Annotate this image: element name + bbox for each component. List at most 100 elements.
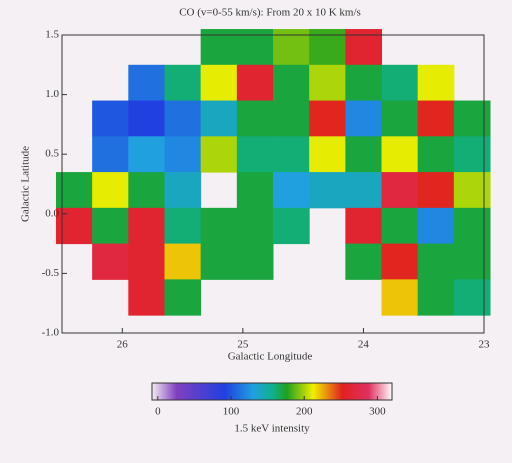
colorbar-swatch (289, 383, 291, 400)
colorbar-swatch (219, 383, 221, 400)
colorbar-swatch (307, 383, 309, 400)
colorbar-swatch (230, 383, 232, 400)
colorbar-swatch (182, 383, 184, 400)
colorbar-swatch (290, 383, 292, 400)
heat-cell (345, 64, 383, 102)
heat-cell (381, 64, 419, 102)
colorbar-swatch (174, 383, 176, 400)
colorbar-swatch (375, 383, 377, 400)
colorbar-swatch (370, 383, 372, 400)
heat-cell (453, 279, 491, 316)
colorbar-swatch (279, 383, 281, 400)
heat-cell (92, 100, 129, 137)
colorbar-swatch (286, 383, 288, 400)
heat-cell (236, 243, 274, 280)
colorbar-swatch (323, 383, 325, 400)
colorbar-swatch (226, 383, 228, 400)
heat-cell (453, 136, 491, 173)
heat-cell (273, 29, 310, 66)
colorbar-swatch (264, 383, 266, 400)
colorbar-swatch (170, 383, 172, 400)
heat-cell (381, 100, 419, 137)
colorbar-swatch (218, 383, 220, 400)
colorbar-swatch (326, 383, 328, 400)
colorbar-swatch (314, 383, 316, 400)
heat-cell (381, 172, 419, 209)
colorbar-swatch (310, 383, 312, 400)
colorbar-swatch (189, 383, 191, 400)
colorbar-swatch (387, 383, 389, 400)
colorbar-swatch (237, 383, 239, 400)
colorbar-swatch (263, 383, 265, 400)
colorbar-swatch (303, 383, 305, 400)
colorbar-swatch (185, 383, 187, 400)
colorbar-tick-label: 0 (155, 406, 161, 418)
heat-cell (381, 207, 419, 245)
colorbar-swatch (208, 383, 210, 400)
colorbar-swatch (337, 383, 339, 400)
heat-cell (200, 29, 238, 66)
heat-cell (345, 100, 383, 137)
heat-cell (417, 100, 455, 137)
colorbar-swatch (390, 383, 392, 400)
colorbar-swatch (304, 383, 306, 400)
colorbar-swatch (152, 383, 154, 400)
heat-cell (92, 136, 129, 173)
heat-cell (92, 243, 129, 280)
colorbar-swatch (176, 383, 178, 400)
colorbar-swatch (253, 383, 255, 400)
colorbar-swatch (313, 383, 315, 400)
heat-cell (273, 207, 310, 245)
heat-cell (164, 172, 202, 209)
colorbar-swatch (193, 383, 195, 400)
heat-cell (200, 64, 238, 102)
heat-cell (236, 172, 274, 209)
colorbar-swatch (207, 383, 209, 400)
colorbar-swatch (249, 383, 251, 400)
colorbar-swatch (212, 383, 214, 400)
colorbar-swatch (372, 383, 374, 400)
colorbar-swatch (157, 383, 159, 400)
colorbar-swatch (295, 383, 297, 400)
colorbar-swatch (291, 383, 293, 400)
colorbar-swatch (217, 383, 219, 400)
heat-cell (417, 136, 455, 173)
y-tick-label: -0.5 (42, 267, 60, 279)
colorbar-swatch (276, 383, 278, 400)
colorbar-swatch (160, 383, 162, 400)
colorbar-swatch (329, 383, 331, 400)
colorbar-swatch (328, 383, 330, 400)
colorbar-swatch (373, 383, 375, 400)
colorbar-swatch (333, 383, 335, 400)
heat-cell (273, 100, 310, 137)
colorbar-swatch (355, 383, 357, 400)
heat-cell (200, 207, 238, 245)
heat-cell (164, 279, 202, 316)
heat-cell (381, 279, 419, 316)
y-tick-label: 1.0 (45, 88, 59, 100)
heat-cell (236, 100, 274, 137)
colorbar-swatch (382, 383, 384, 400)
heat-cell (236, 29, 274, 66)
colorbar-swatch (293, 383, 295, 400)
colorbar-swatch (191, 383, 193, 400)
colorbar-swatch (206, 383, 208, 400)
heat-cell (55, 172, 93, 209)
colorbar-swatch (278, 383, 280, 400)
colorbar-swatch (380, 383, 382, 400)
y-tick-label: 0.0 (45, 207, 59, 219)
colorbar-swatch (204, 383, 206, 400)
y-tick-label: -1.0 (42, 327, 60, 339)
colorbar-swatch (285, 383, 287, 400)
heat-cell (273, 64, 310, 102)
colorbar-swatch (215, 383, 217, 400)
colorbar-swatch (274, 383, 276, 400)
colorbar-swatch (348, 383, 350, 400)
heat-cell (273, 136, 310, 173)
colorbar-swatch (198, 383, 200, 400)
colorbar-swatch (162, 383, 164, 400)
colorbar-swatch (262, 383, 264, 400)
colorbar-swatch (379, 383, 381, 400)
colorbar-swatch (341, 383, 343, 400)
colorbar-swatch (371, 383, 373, 400)
